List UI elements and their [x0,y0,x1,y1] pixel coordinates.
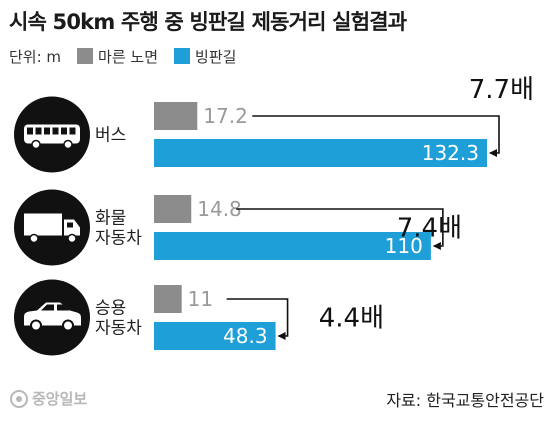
chart-title: 시속 50km 주행 중 빙판길 제동거리 실험결과 [9,10,407,34]
value-label-dry: 11 [188,287,213,311]
bus-window [27,127,33,135]
bar-dry [154,195,192,223]
ratio-label: 4.4배 [319,304,384,334]
truck-wheel [29,233,39,244]
truck-window [67,222,73,228]
logo-icon [10,389,28,408]
bus-window [52,127,59,135]
legend-swatch-ice [174,48,191,64]
value-label-ice: 110 [385,234,423,258]
category-label-line: 화물 [95,209,126,229]
car-wheel [62,319,74,332]
car-wheel [30,319,42,332]
truck-cargo [24,213,62,236]
source-note: 자료: 한국교통안전공단 [386,391,544,410]
bar-ice [154,232,431,260]
truck-icon [14,189,90,266]
bus-wheel [63,139,73,150]
category-label-line: 자동차 [95,319,142,339]
category-label: 버스 [95,126,126,146]
bus-wheel [31,139,41,150]
category-label-line: 버스 [95,126,126,146]
bar-ice [154,322,276,350]
value-label-dry: 14.8 [197,197,242,221]
legend-label-ice: 빙판길 [195,47,237,66]
bus-icon [14,96,90,173]
legend: 단위: m 마른 노면 빙판길 [9,46,236,66]
car-window [41,304,54,311]
bar-dry [154,285,182,313]
value-label-dry: 17.2 [203,104,248,128]
logo-text: 중앙일보 [32,390,88,408]
connector-arrow [277,332,286,340]
legend-item-ice: 빙판길 [174,46,236,67]
legend-swatch-dry [77,48,94,64]
category-label: 화물 자동차 [95,209,142,249]
category-label-line: 승용 [95,299,126,319]
bus-window [44,127,50,135]
bar-dry [154,102,198,130]
category-label: 승용 자동차 [95,299,142,339]
ratio-label: 7.4배 [397,214,462,244]
legend-label-dry: 마른 노면 [98,47,159,66]
car-icon [14,279,90,356]
publisher-logo: 중앙일보 [10,388,87,409]
bus-window [35,127,42,135]
category-label-line: 자동차 [95,229,142,249]
connector-arrow [432,242,441,250]
value-label-ice: 132.3 [422,141,479,165]
unit-label: 단위: m [9,47,62,66]
bus-window [61,127,67,135]
legend-item-dry: 마른 노면 [77,46,158,67]
connector-arrow [489,149,497,157]
bar-ice [154,139,487,167]
value-label-ice: 48.3 [223,324,268,348]
car-window [57,304,70,311]
ratio-label: 7.7배 [469,75,534,105]
bus-window [69,127,76,135]
truck-wheel [67,233,77,244]
